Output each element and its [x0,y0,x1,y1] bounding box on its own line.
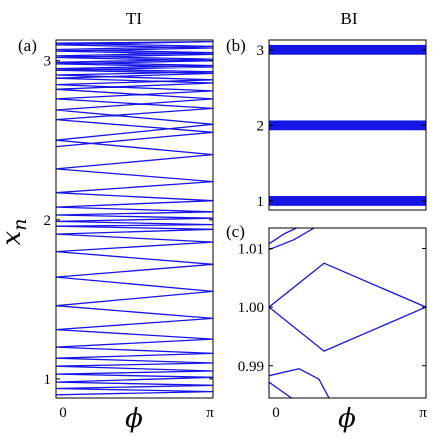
panel-c-xtick-label: π [419,405,427,421]
panel-b-plot [269,44,426,206]
panel-c-zoom: (c) 0.99 1.00 1.01 0 π ϕ [226,222,427,434]
panel-a-ticks: 1 2 3 0 π [44,54,215,421]
panel-c-frame [268,227,427,399]
panel-c-series-line [269,228,297,245]
panel-a-plot [56,40,213,396]
panel-c-series-line [269,381,292,398]
panel-b-ticks: 1 2 3 [257,43,426,210]
panel-a-ylabel: xn [0,219,31,246]
panel-c-plot [269,228,426,398]
panel-c-ytick-label: 1.00 [238,300,264,316]
panel-a-label: (a) [18,36,37,55]
panel-c-ytick-label: 1.01 [238,242,264,258]
panel-a-frame [55,39,214,399]
panel-c-series-line [269,262,426,352]
panel-b-title: BI [341,9,358,28]
panel-a-title: TI [126,9,142,28]
panel-a-xlabel: ϕ [125,404,143,434]
panel-a-ytick-label: 3 [44,54,52,70]
panel-a-ylabel-subscript: n [9,219,31,231]
panel-c-xtick-label: 0 [272,405,280,421]
panel-b-band [269,44,426,55]
panel-c-series-line [269,368,330,398]
panel-a-ti: TI (a) 1 2 3 0 π xn ϕ [0,9,214,434]
panel-c-label: (c) [226,222,245,241]
panel-a-ytick-label: 2 [44,213,52,229]
panel-c-series-line [269,228,315,251]
panel-b-band [269,120,426,131]
panel-c-xlabel: ϕ [338,404,356,434]
panel-b-ytick-label: 2 [257,118,265,134]
panel-b-ytick-label: 1 [257,194,265,210]
panel-c-ticks: 0.99 1.00 1.01 0 π [238,242,427,421]
panel-a-series-line [56,40,213,396]
panel-b-label: (b) [226,36,246,55]
panel-a-xtick-label: 0 [59,405,67,421]
panel-a-ytick-label: 1 [44,372,52,388]
panel-b-ytick-label: 3 [257,43,265,59]
panel-b-bi: BI (b) 1 2 3 [226,9,427,211]
panel-b-band [269,196,426,206]
panel-a-xtick-label: π [206,405,214,421]
panel-c-ytick-label: 0.99 [238,359,264,375]
